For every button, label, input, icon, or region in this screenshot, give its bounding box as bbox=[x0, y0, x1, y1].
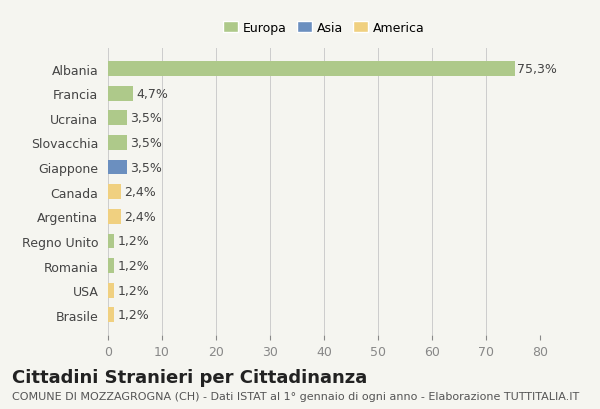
Text: COMUNE DI MOZZAGROGNA (CH) - Dati ISTAT al 1° gennaio di ogni anno - Elaborazion: COMUNE DI MOZZAGROGNA (CH) - Dati ISTAT … bbox=[12, 391, 579, 400]
Text: 3,5%: 3,5% bbox=[130, 137, 161, 150]
Bar bbox=[108, 185, 121, 200]
Bar bbox=[108, 258, 115, 273]
Bar bbox=[108, 136, 127, 151]
Bar bbox=[108, 160, 127, 175]
Text: 1,2%: 1,2% bbox=[117, 308, 149, 321]
Bar bbox=[108, 283, 115, 298]
Text: 1,2%: 1,2% bbox=[117, 235, 149, 248]
Text: 2,4%: 2,4% bbox=[124, 210, 155, 223]
Text: 2,4%: 2,4% bbox=[124, 186, 155, 199]
Text: 4,7%: 4,7% bbox=[136, 88, 168, 101]
Bar bbox=[108, 308, 115, 322]
Text: 1,2%: 1,2% bbox=[117, 284, 149, 297]
Text: Cittadini Stranieri per Cittadinanza: Cittadini Stranieri per Cittadinanza bbox=[12, 368, 367, 386]
Bar bbox=[108, 87, 133, 101]
Bar bbox=[108, 62, 515, 77]
Text: 75,3%: 75,3% bbox=[517, 63, 557, 76]
Text: 3,5%: 3,5% bbox=[130, 112, 161, 125]
Text: 1,2%: 1,2% bbox=[117, 259, 149, 272]
Text: 3,5%: 3,5% bbox=[130, 161, 161, 174]
Bar bbox=[108, 234, 115, 249]
Bar bbox=[108, 111, 127, 126]
Legend: Europa, Asia, America: Europa, Asia, America bbox=[220, 18, 428, 38]
Bar bbox=[108, 209, 121, 224]
